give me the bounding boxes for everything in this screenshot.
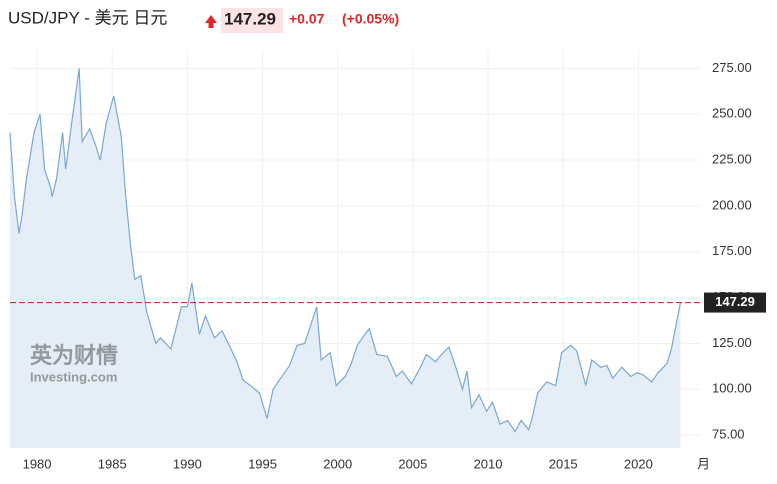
x-tick-label: 1995 (248, 456, 277, 471)
x-tick-label: 2005 (398, 456, 427, 471)
x-tick-label: 1985 (98, 456, 127, 471)
price-tag-label: 147.29 (715, 294, 755, 309)
change-pct: (+0.05%) (342, 11, 399, 27)
y-tick-label: 100.00 (712, 381, 752, 396)
area-line (9, 68, 682, 433)
chart-title: USD/JPY - 美元 日元 (8, 8, 167, 27)
area-fill (10, 68, 681, 449)
x-tick-label: 1980 (23, 456, 52, 471)
y-tick-label: 125.00 (712, 335, 752, 350)
change: +0.07 (289, 11, 325, 27)
price-highlight (221, 8, 283, 33)
watermark-cn: 英为财情 (30, 343, 118, 368)
y-tick-label: 225.00 (712, 151, 752, 166)
y-tick-label: 200.00 (712, 197, 752, 212)
y-tick-label: 250.00 (712, 106, 752, 121)
y-tick-label: 175.00 (712, 243, 752, 258)
x-tick-label: 1990 (173, 456, 202, 471)
x-axis-label: 月 (697, 456, 710, 471)
plot: 75.00100.00125.00150.00175.00200.00225.0… (9, 50, 766, 471)
x-tick-label: 2015 (549, 456, 578, 471)
watermark-en: Investing.com (30, 369, 117, 384)
price-tag (704, 292, 766, 313)
y-tick-label: 275.00 (712, 60, 752, 75)
y-tick-label: 75.00 (712, 427, 745, 442)
x-tick-label: 2010 (474, 456, 503, 471)
up-arrow (205, 15, 217, 28)
price: 147.29 (224, 9, 276, 28)
x-tick-label: 2020 (624, 456, 653, 471)
x-tick-label: 2000 (323, 456, 352, 471)
